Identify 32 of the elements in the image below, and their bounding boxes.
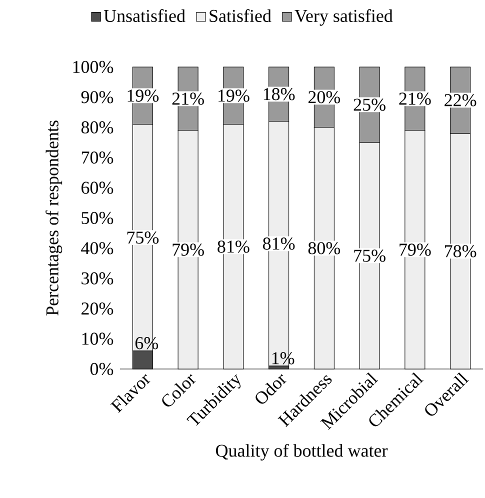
- data-label: 21%: [172, 92, 204, 105]
- y-tick-label: 40%: [81, 242, 114, 254]
- legend-label: Very satisfied: [294, 9, 393, 26]
- x-axis-title: Quality of bottled water: [216, 444, 388, 461]
- data-label: 78%: [445, 245, 476, 258]
- data-label: 25%: [354, 98, 386, 111]
- data-label: 81%: [218, 240, 250, 253]
- data-label: 20%: [308, 91, 340, 104]
- data-label: 79%: [172, 244, 204, 256]
- data-label: 22%: [444, 94, 476, 106]
- y-tick-label: 0%: [90, 362, 114, 376]
- data-label: 19%: [128, 90, 159, 102]
- data-label: 80%: [308, 242, 340, 254]
- data-label: 75%: [127, 232, 159, 244]
- data-label: 75%: [354, 250, 386, 262]
- y-tick-label: 80%: [81, 121, 114, 134]
- y-tick-label: 50%: [82, 212, 114, 224]
- data-label: 81%: [263, 238, 295, 250]
- y-tick-label: 100%: [73, 60, 114, 74]
- y-axis-title: Percentages of respondents: [46, 120, 62, 316]
- y-tick-label: 20%: [82, 302, 114, 315]
- legend-label: Satisfied: [210, 9, 272, 22]
- y-tick-label: 70%: [82, 151, 114, 164]
- data-label: 19%: [218, 90, 250, 102]
- legend-label: Unsatisfied: [104, 9, 186, 22]
- y-tick-label: 90%: [81, 91, 114, 104]
- data-label: 21%: [399, 92, 431, 105]
- data-label: 18%: [264, 88, 295, 100]
- y-tick-label: 30%: [82, 272, 114, 284]
- y-tick-label: 10%: [82, 332, 114, 345]
- data-label: 79%: [400, 244, 431, 256]
- y-tick-label: 60%: [82, 182, 114, 194]
